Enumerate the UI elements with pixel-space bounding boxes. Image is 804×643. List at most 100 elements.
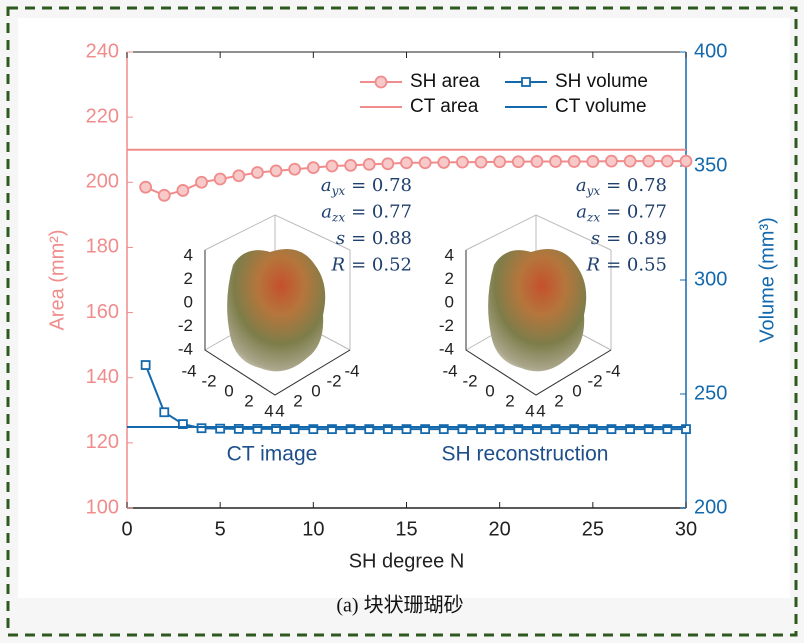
y-tick-label: 120 (86, 431, 119, 453)
data-point (420, 424, 431, 435)
data-point (476, 424, 486, 435)
data-point (269, 164, 283, 178)
data-point (215, 423, 226, 434)
data-point (196, 423, 207, 434)
dashed-border (6, 6, 798, 637)
data-point (401, 424, 412, 435)
parameter-subscript: zx (586, 210, 600, 224)
parameter-symbol: s (336, 228, 345, 249)
data-point (437, 156, 451, 169)
inset-z-tick-label: 0 (445, 292, 454, 311)
inset-x-tick-label: -4 (181, 361, 196, 380)
parameter-value: = 0.55 (606, 255, 667, 276)
y-tick-label: 100 (86, 496, 119, 518)
parameter-subscript: yx (331, 184, 346, 198)
parameter-symbol: a (576, 175, 587, 196)
y2-tick-label: 350 (694, 154, 727, 176)
data-point (381, 157, 395, 171)
inset-z-tick-label: 4 (184, 245, 193, 264)
inset-y-tick-label: -4 (605, 361, 620, 380)
shape-parameter: ayx = 0.78 (321, 175, 412, 198)
inset-y-tick-label: 4 (536, 401, 545, 420)
legend-label: SH volume (555, 71, 648, 92)
inset-z-tick-label: 0 (184, 292, 193, 311)
specimen (227, 248, 326, 372)
legend-label: CT area (410, 96, 479, 117)
inset-x-tick-label: 0 (224, 381, 233, 400)
parameter-value: = 0.88 (351, 228, 412, 249)
inset-y-tick-label: 2 (293, 391, 302, 410)
data-point (586, 155, 600, 168)
parameter-subscript: yx (586, 184, 601, 198)
data-point (344, 158, 358, 172)
data-point (660, 154, 674, 168)
data-point (623, 154, 637, 168)
x-tick-label: 30 (675, 518, 697, 540)
data-point (474, 155, 488, 169)
legend-label: CT volume (555, 96, 647, 117)
inset-z-tick-label: 2 (445, 269, 454, 288)
inset-y-tick-label: 4 (275, 401, 284, 420)
parameter-value: = 0.89 (606, 228, 667, 249)
data-point (159, 407, 170, 418)
caption: (a) 块状珊瑚砂 (336, 594, 463, 617)
inset-y-tick-label: 0 (311, 381, 320, 400)
inset-x-tick-label: -4 (442, 361, 457, 380)
parameter-symbol: s (591, 228, 600, 249)
data-point (511, 155, 525, 169)
x-tick-label: 10 (302, 518, 324, 540)
data-point (325, 159, 339, 173)
parameter-symbol: a (576, 202, 587, 223)
data-point (455, 155, 469, 169)
data-point (662, 424, 673, 435)
data-point (513, 424, 524, 435)
inset-y-tick-label: -2 (326, 371, 341, 390)
y-tick-label: 140 (86, 366, 119, 388)
data-point (532, 424, 542, 435)
parameter-subscript: zx (331, 210, 345, 224)
data-point (493, 155, 507, 169)
data-point (679, 154, 693, 168)
y-tick-label: 160 (86, 301, 119, 323)
inset-z-tick-label: -4 (439, 339, 454, 358)
data-point (251, 166, 264, 179)
data-point (587, 424, 598, 435)
shape-parameter: azx = 0.77 (321, 202, 412, 225)
inset-z-tick-label: -2 (439, 316, 454, 335)
legend-box (352, 66, 680, 122)
y-axis-label: Area (mm²) (46, 229, 68, 330)
data-point (362, 157, 376, 171)
y2-axis-label: Volume (mm³) (756, 217, 778, 343)
parameter-symbol: a (321, 202, 332, 223)
inset-x-tick-label: 2 (505, 391, 514, 410)
shape-parameter: ayx = 0.78 (576, 175, 667, 198)
data-point (177, 419, 188, 429)
data-point (549, 155, 562, 168)
inset-x-tick-label: 4 (264, 401, 273, 420)
data-point (606, 424, 617, 435)
data-point (569, 424, 580, 435)
shape-parameter: R = 0.55 (586, 255, 667, 276)
data-point (289, 424, 300, 435)
shape-parameter: s = 0.89 (591, 228, 667, 249)
y-tick-label: 240 (86, 40, 119, 62)
inset-frame (204, 250, 351, 396)
inset-x-tick-label: 2 (244, 391, 253, 410)
inset-x-tick-label: -2 (462, 371, 477, 390)
data-point (213, 172, 227, 186)
inset-x-tick-label: -2 (201, 371, 216, 390)
legend-label: SH area (410, 71, 480, 92)
shape-parameter: R = 0.52 (331, 255, 412, 276)
data-point (605, 154, 618, 168)
parameter-value: = 0.77 (606, 202, 667, 223)
inset-label: SH reconstruction (442, 443, 609, 466)
data-point (438, 424, 449, 435)
data-point (140, 360, 151, 370)
data-point (625, 424, 635, 435)
inset-z-tick-label: 4 (445, 245, 454, 264)
data-point (642, 154, 656, 168)
data-point (157, 188, 171, 202)
data-point (345, 424, 356, 435)
